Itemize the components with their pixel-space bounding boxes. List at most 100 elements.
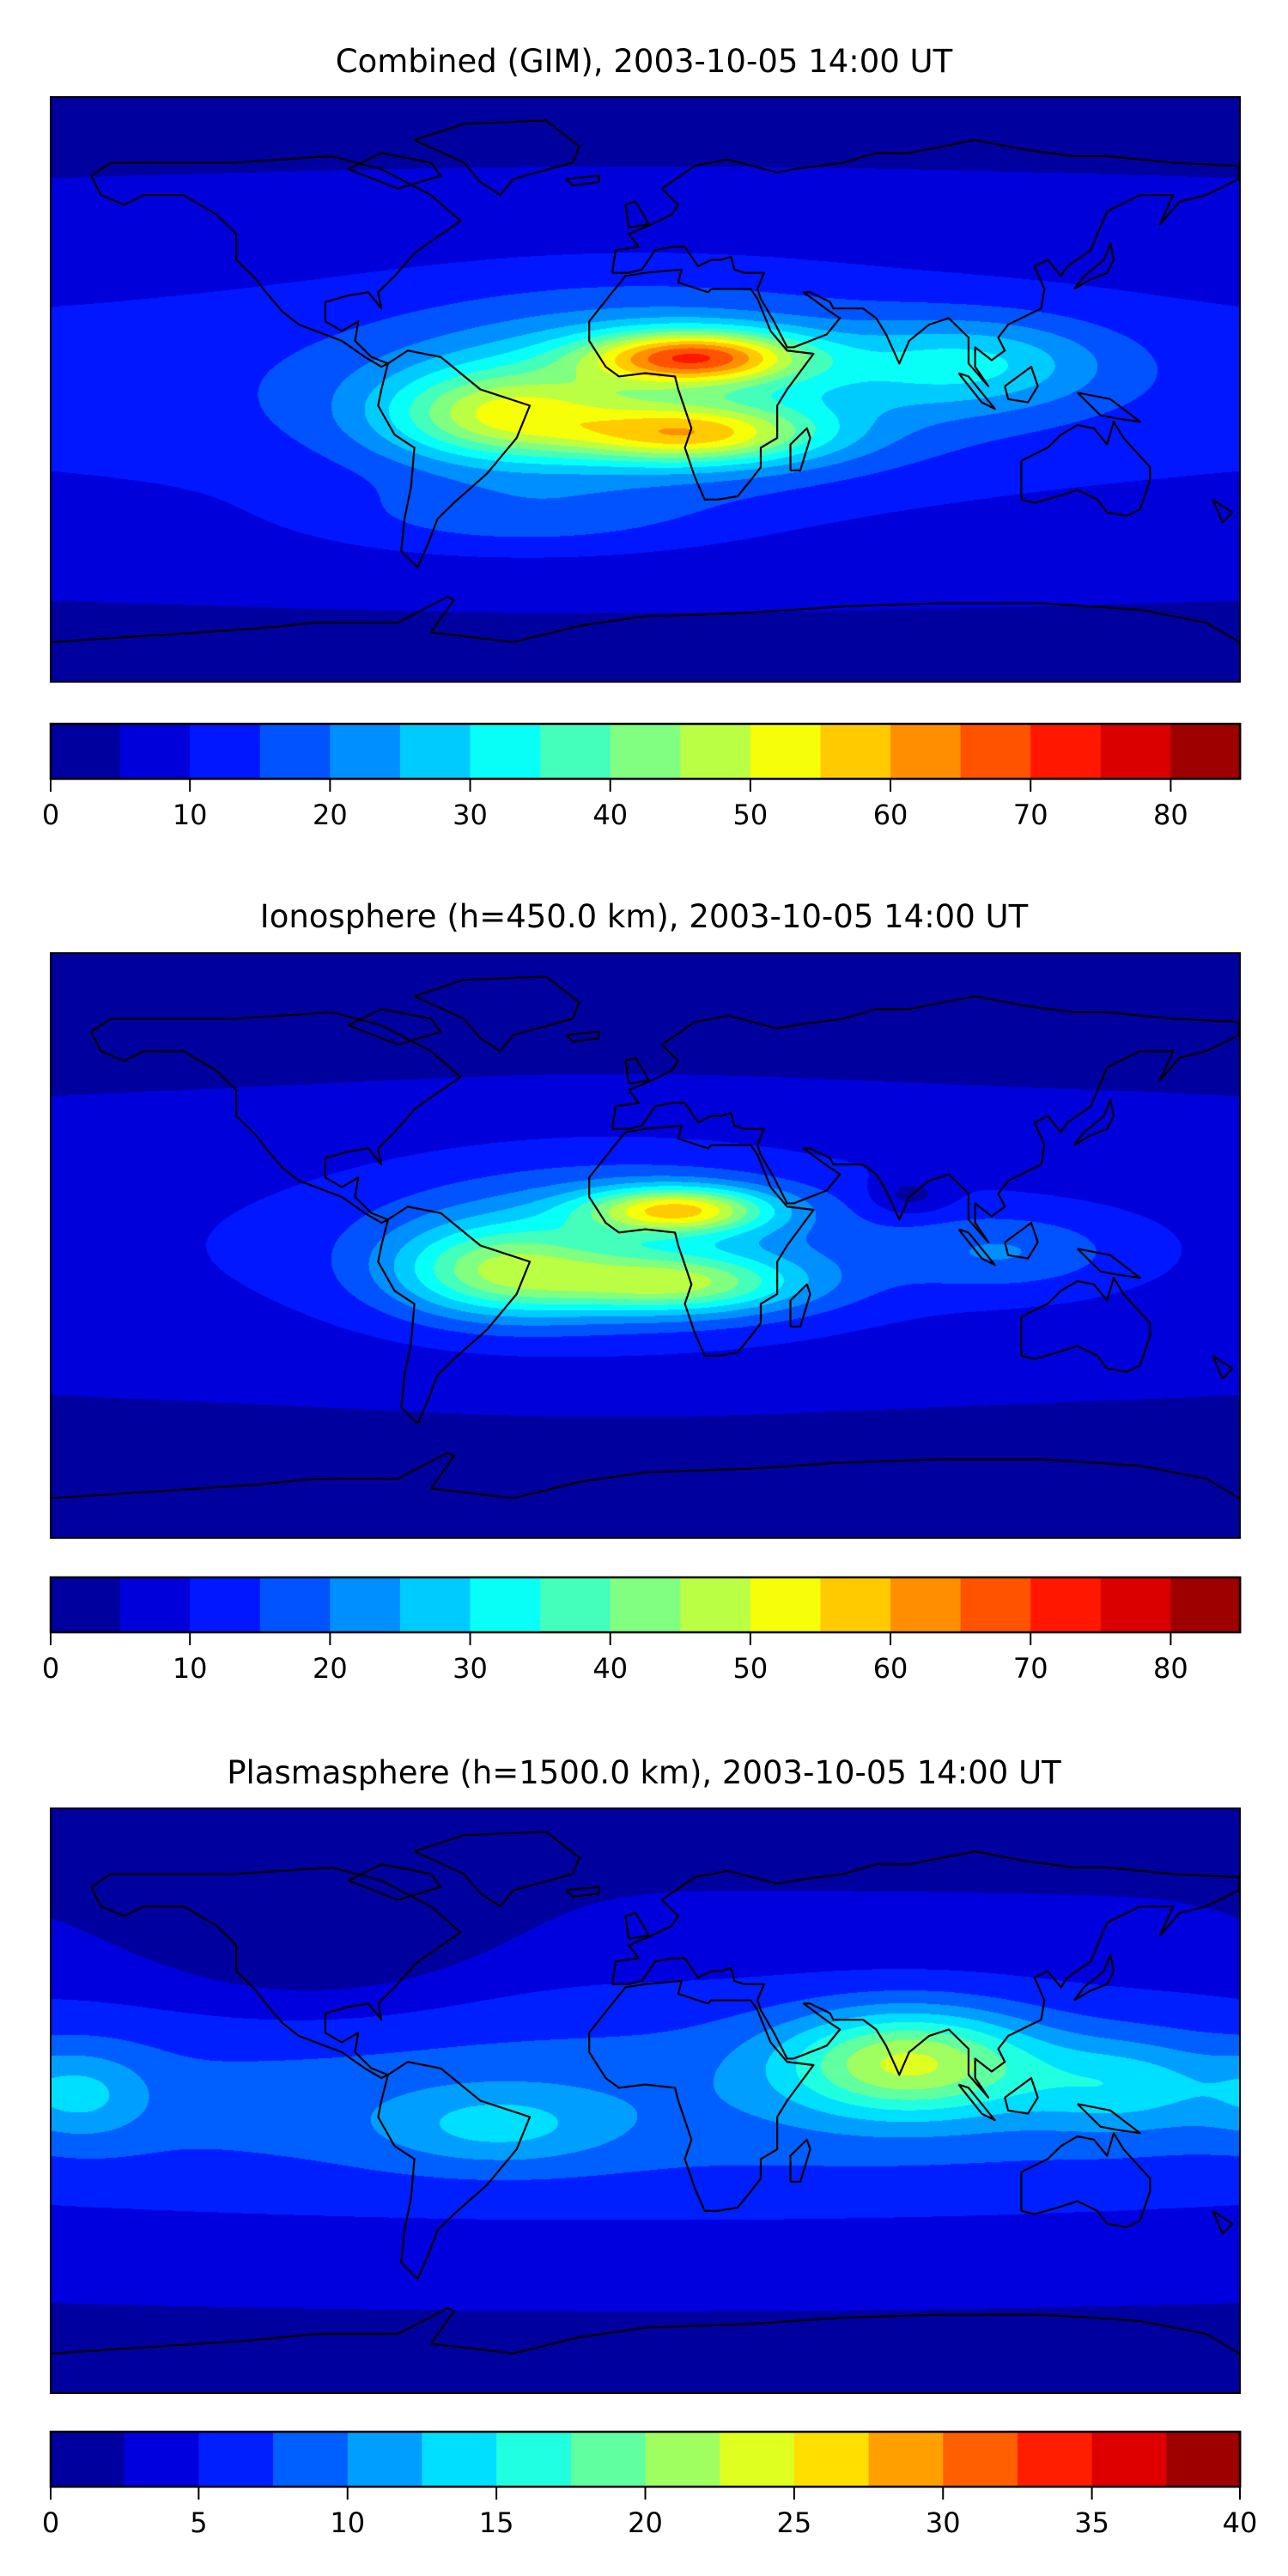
coastline: [1021, 422, 1150, 515]
colorbar-bin: [190, 723, 261, 780]
coastline: [1078, 392, 1140, 422]
colorbar-bin: [259, 723, 331, 780]
coastlines: [52, 98, 1239, 681]
colorbar-bin: [1017, 2431, 1093, 2488]
colorbar-bin: [750, 723, 821, 780]
colorbar-bin: [890, 723, 962, 780]
colorbar-tick-label: 30: [926, 2506, 961, 2539]
colorbar-tick-label: 10: [173, 799, 208, 831]
colorbar-bin: [190, 1577, 261, 1633]
coastline: [415, 976, 580, 1051]
coastline: [1005, 1223, 1037, 1258]
colorbar-bin: [540, 723, 611, 780]
coastline: [52, 2308, 1239, 2354]
coastline: [1078, 1249, 1140, 1278]
map-ionosphere: [50, 952, 1241, 1539]
colorbar-bin: [720, 2431, 795, 2488]
coastline: [958, 1230, 994, 1265]
coastline: [52, 1453, 1239, 1498]
coastline: [612, 140, 1239, 386]
coastline: [378, 350, 530, 568]
coastline: [52, 597, 1239, 642]
colorbar-bin: [610, 1577, 681, 1633]
coastline: [566, 176, 598, 185]
colorbar-tick-label: 70: [1013, 1652, 1048, 1685]
coastline: [1074, 244, 1114, 289]
colorbar-bin: [330, 1577, 401, 1633]
panel-title-combined: Combined (GIM), 2003-10-05 14:00 UT: [335, 43, 953, 80]
coastline: [791, 1285, 811, 1327]
coastline: [791, 2140, 811, 2182]
colorbar-tick-label: 30: [453, 799, 488, 831]
colorbar-bin: [1091, 2431, 1167, 2488]
colorbar-tick-label: 0: [42, 1652, 59, 1685]
coastline: [1021, 2133, 1150, 2227]
colorbar-tick-label: 20: [313, 799, 348, 831]
coastline: [589, 1981, 813, 2211]
colorbar-bin: [259, 1577, 331, 1633]
colorbar-bin: [540, 1577, 611, 1633]
colorbar-tick-label: 80: [1153, 1652, 1188, 1685]
colorbar-bin: [1170, 1577, 1242, 1633]
colorbar-bin: [680, 723, 751, 780]
coastline: [378, 2062, 530, 2279]
coastline: [958, 2085, 994, 2120]
colorbar-tick-label: 50: [733, 799, 769, 831]
colorbar-frame: [49, 1576, 1242, 1634]
coastline: [349, 1009, 441, 1044]
coastline: [415, 120, 580, 195]
coastline: [1005, 367, 1037, 402]
coastline: [378, 1206, 530, 1424]
coastline: [349, 1864, 441, 1899]
colorbar-ionosphere: 0 10 20 30 40 50 60 70 80: [42, 1576, 1242, 1685]
panel-title-ionosphere: Ionosphere (h=450.0 km), 2003-10-05 14:0…: [259, 898, 1029, 935]
colorbar-tick-label: 10: [173, 1652, 208, 1685]
colorbar-bin: [890, 1577, 962, 1633]
coastline: [589, 1126, 813, 1356]
tec-field-combined: [52, 98, 1239, 681]
colorbar-tick-label: 20: [628, 2506, 663, 2539]
coastline: [1212, 1356, 1232, 1378]
coastline: [791, 428, 811, 471]
coastline: [1212, 2211, 1232, 2233]
colorbar-bin: [399, 723, 471, 780]
coastline: [91, 1012, 460, 1223]
coastline: [625, 1913, 648, 1939]
colorbar-bin: [50, 723, 121, 780]
coastline: [349, 153, 441, 188]
colorbar-bin: [680, 1577, 751, 1633]
colorbar-bin: [347, 2431, 422, 2488]
coastline: [612, 1851, 1239, 2098]
colorbar-tick-label: 60: [873, 1652, 908, 1685]
colorbar-tick-label: 25: [777, 2506, 812, 2539]
colorbar-bin: [1100, 723, 1171, 780]
colorbar-bin: [960, 723, 1031, 780]
colorbar-tick-label: 0: [42, 799, 59, 831]
colorbar-bin: [399, 1577, 471, 1633]
map-combined: [50, 96, 1241, 683]
colorbar-bin: [119, 1577, 191, 1633]
colorbar-tick-label: 35: [1074, 2506, 1109, 2539]
colorbar-tick-label: 50: [733, 1652, 769, 1685]
coastline: [566, 1032, 598, 1042]
coastline: [612, 996, 1239, 1242]
colorbar-bin: [570, 2431, 646, 2488]
colorbar-combined: 0 10 20 30 40 50 60 70 80: [42, 722, 1242, 831]
coastline: [958, 374, 994, 409]
colorbar-bin: [470, 723, 541, 780]
colorbar-tick-label: 40: [1223, 2506, 1258, 2539]
colorbar-bin: [50, 1577, 121, 1633]
tec-field-plasmasphere: [52, 1809, 1239, 2392]
colorbar-bin: [820, 1577, 891, 1633]
colorbar-bin: [422, 2431, 497, 2488]
coastline: [91, 156, 460, 367]
colorbar-tick-label: 80: [1153, 799, 1188, 831]
panel-title-plasmasphere: Plasmasphere (h=1500.0 km), 2003-10-05 1…: [227, 1754, 1061, 1791]
colorbar-bin: [50, 2431, 125, 2488]
colorbar-bin: [1100, 1577, 1171, 1633]
colorbar-bin: [119, 723, 191, 780]
coastline: [1074, 1100, 1114, 1145]
tec-field-ionosphere: [52, 954, 1239, 1537]
colorbar-frame: [49, 722, 1242, 781]
colorbar-tick-label: 40: [592, 1652, 628, 1685]
